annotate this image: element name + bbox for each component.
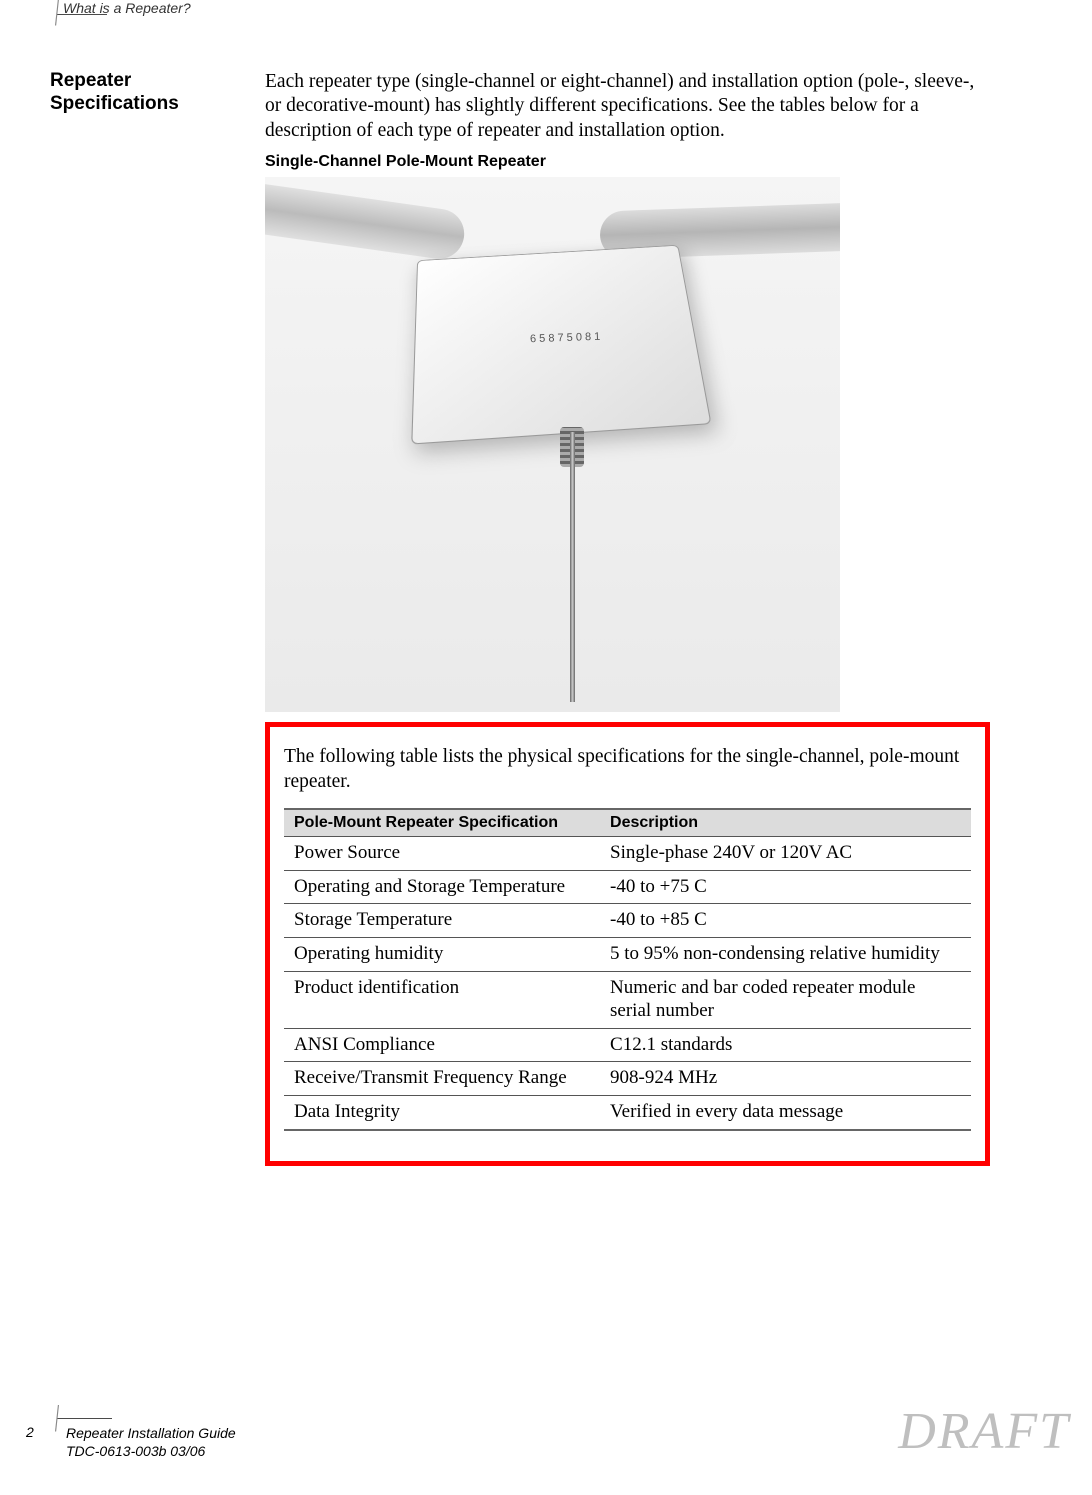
table-row: ANSI Compliance C12.1 standards	[284, 1028, 971, 1062]
header-section-title: What is a Repeater?	[63, 0, 191, 16]
desc-cell: 908-924 MHz	[600, 1062, 971, 1096]
side-column: Repeater Specifications	[50, 70, 245, 1166]
side-heading-line2: Specifications	[50, 93, 179, 114]
intro-paragraph: Each repeater type (single-channel or ei…	[265, 70, 990, 143]
table-header-desc: Description	[600, 809, 971, 837]
spec-cell: Data Integrity	[284, 1096, 600, 1130]
side-heading-line1: Repeater	[50, 70, 131, 91]
desc-cell: Verified in every data message	[600, 1096, 971, 1130]
spec-cell: Power Source	[284, 836, 600, 870]
footer-doc-title: Repeater Installation Guide	[66, 1425, 236, 1441]
figure-mount-bar-left	[265, 182, 467, 262]
footer-rule	[57, 1418, 112, 1419]
table-header-spec: Pole-Mount Repeater Specification	[284, 809, 600, 837]
table-row: Operating humidity 5 to 95% non-condensi…	[284, 938, 971, 972]
figure-device-box	[411, 245, 711, 445]
desc-cell: C12.1 standards	[600, 1028, 971, 1062]
table-row: Power Source Single-phase 240V or 120V A…	[284, 836, 971, 870]
figure-antenna	[570, 432, 575, 702]
table-row: Storage Temperature -40 to +85 C	[284, 904, 971, 938]
desc-cell: 5 to 95% non-condensing relative humidit…	[600, 938, 971, 972]
spec-cell: ANSI Compliance	[284, 1028, 600, 1062]
desc-cell: Numeric and bar coded repeater module se…	[600, 972, 971, 1029]
spec-cell: Operating and Storage Temperature	[284, 870, 600, 904]
spec-table: Pole-Mount Repeater Specification Descri…	[284, 808, 971, 1131]
spec-cell: Operating humidity	[284, 938, 600, 972]
footer-page-number: 2	[26, 1424, 34, 1440]
figure-caption: Single-Channel Pole-Mount Repeater	[265, 153, 990, 171]
desc-cell: Single-phase 240V or 120V AC	[600, 836, 971, 870]
highlighted-spec-box: The following table lists the physical s…	[265, 722, 990, 1166]
main-column: Each repeater type (single-channel or ei…	[265, 70, 990, 1166]
spec-cell: Product identification	[284, 972, 600, 1029]
table-row: Operating and Storage Temperature -40 to…	[284, 870, 971, 904]
spec-cell: Receive/Transmit Frequency Range	[284, 1062, 600, 1096]
draft-watermark: DRAFT	[898, 1402, 1070, 1461]
page-footer: / 2 Repeater Installation Guide TDC-0613…	[0, 1418, 1092, 1473]
device-figure: 6 5 8 7 5 0 8 1	[265, 177, 840, 712]
table-intro: The following table lists the physical s…	[284, 745, 971, 794]
footer-slash-icon: /	[55, 1398, 59, 1440]
table-row: Receive/Transmit Frequency Range 908-924…	[284, 1062, 971, 1096]
page-header: / What is a Repeater?	[0, 0, 1092, 28]
content-area: Repeater Specifications Each repeater ty…	[0, 28, 1092, 1166]
desc-cell: -40 to +75 C	[600, 870, 971, 904]
table-header-row: Pole-Mount Repeater Specification Descri…	[284, 809, 971, 837]
desc-cell: -40 to +85 C	[600, 904, 971, 938]
table-row: Product identification Numeric and bar c…	[284, 972, 971, 1029]
footer-doc-id: TDC-0613-003b 03/06	[66, 1443, 205, 1459]
header-slash-icon: /	[55, 0, 59, 34]
footer-doc-info: Repeater Installation Guide TDC-0613-003…	[66, 1424, 236, 1460]
side-heading: Repeater Specifications	[50, 70, 245, 116]
spec-cell: Storage Temperature	[284, 904, 600, 938]
table-row: Data Integrity Verified in every data me…	[284, 1096, 971, 1130]
